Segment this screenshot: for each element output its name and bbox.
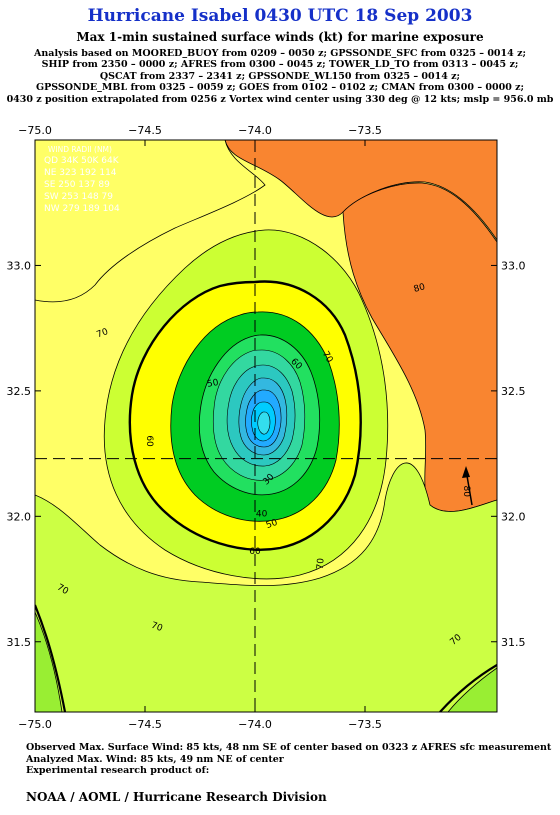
y-tick-label: 31.5 <box>501 636 526 649</box>
y-tick-label: 32.0 <box>501 510 526 523</box>
page-title: Hurricane Isabel 0430 UTC 18 Sep 2003 <box>87 6 473 26</box>
analysis-line: QSCAT from 2337 – 2341 z; GPSSONDE_WL150… <box>99 70 461 82</box>
footer-info: Observed Max. Surface Wind: 85 kts, 48 n… <box>26 742 551 777</box>
contour-label: 60 <box>144 435 154 447</box>
wind-radii-background <box>38 142 136 216</box>
y-tick-label: 32.5 <box>7 385 32 398</box>
analysis-line: GPSSONDE_MBL from 0325 – 0059 z; GOES fr… <box>35 82 525 94</box>
contour-label: 70 <box>316 557 327 570</box>
contour-label: 80 <box>413 282 427 295</box>
organization-name: NOAA / AOML / Hurricane Research Divisio… <box>26 790 327 804</box>
contour-fill-70-southwest <box>35 462 497 712</box>
contour-label: 50 <box>265 518 279 531</box>
contour-label: 80 <box>461 486 471 498</box>
map-axes: −75.0 −75.0 −74.5 −74.5 −74.0 −74.0 −73.5 −73.5… <box>7 124 526 731</box>
x-tick-label: −73.5 <box>348 124 382 137</box>
x-tick-label: −74.5 <box>128 718 162 731</box>
wind-radii-box: WIND RADII (NM) QD 34K 50K 64K NE 323 19… <box>38 142 136 216</box>
wind-radii-row: NE 323 192 114 <box>44 168 117 178</box>
wind-radii-header: WIND RADII (NM) <box>48 145 112 154</box>
contour-label: 70 <box>150 621 164 634</box>
x-tick-label: −74.0 <box>238 124 272 137</box>
contour-label: 40 <box>256 509 268 519</box>
footer-line: Observed Max. Surface Wind: 85 kts, 48 n… <box>26 742 552 753</box>
analysis-line: Analysis based on MOORED_BUOY from 0209 … <box>34 48 526 59</box>
wind-radii-row: SW 253 148 79 <box>44 192 113 202</box>
storm-motion-arrowhead <box>462 466 470 478</box>
y-tick-label: 33.0 <box>501 259 526 272</box>
y-tick-label: 33.0 <box>7 259 32 272</box>
footer-line: Analyzed Max. Wind: 85 kts, 49 nm NE of … <box>26 753 284 765</box>
contour-label: 70 <box>95 327 109 340</box>
wind-radii-row: NW 279 189 104 <box>44 204 120 214</box>
wind-radii-row: QD 34K 50K 64K <box>44 156 120 166</box>
x-tick-label: −75.0 <box>18 124 52 137</box>
contour-line-thick <box>35 604 67 712</box>
contour-fill-core <box>257 411 271 435</box>
contour-label: 60 <box>249 547 261 557</box>
wind-radii-row: SE 250 137 89 <box>44 180 110 190</box>
y-tick-label: 32.0 <box>7 510 32 523</box>
analysis-line: SHIP from 2350 – 0000 z; AFRES from 0300… <box>41 59 519 71</box>
y-tick-label: 31.5 <box>7 636 32 649</box>
analysis-info: Analysis based on MOORED_BUOY from 0209 … <box>0 48 560 105</box>
page-subtitle: Max 1-min sustained surface winds (kt) f… <box>76 30 484 44</box>
plot-frame <box>34 139 498 713</box>
x-tick-label: −75.0 <box>18 718 52 731</box>
x-tick-label: −74.5 <box>128 124 162 137</box>
y-tick-label: 32.5 <box>501 385 526 398</box>
analysis-line: 0430 z position extrapolated from 0256 z… <box>6 93 554 105</box>
contour-label: 50 <box>206 378 219 390</box>
contour-line-thick <box>439 664 497 712</box>
x-tick-label: −73.5 <box>348 718 382 731</box>
x-tick-label: −74.0 <box>238 718 272 731</box>
footer-line: Experimental research product of: <box>26 765 210 777</box>
